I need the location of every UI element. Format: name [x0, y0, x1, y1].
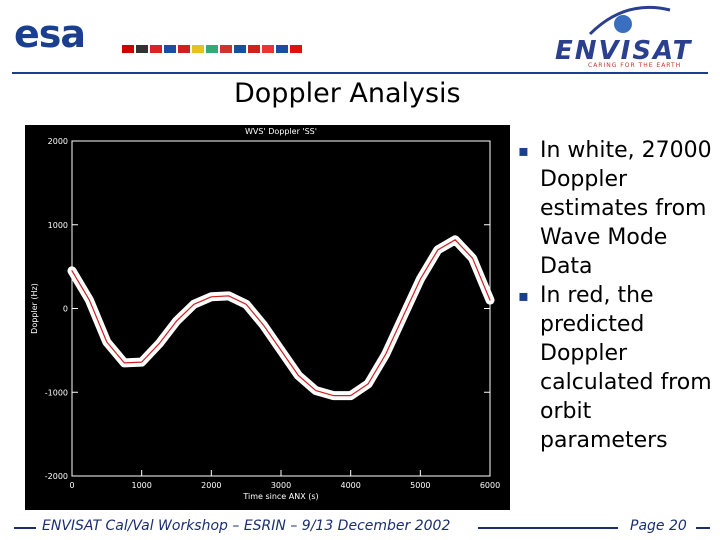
footer-text: ENVISAT Cal/Val Workshop – ESRIN – 9/13 …: [42, 518, 451, 534]
tagline: CARING FOR THE EARTH: [588, 62, 682, 69]
y-tick-label: -1000: [45, 388, 68, 397]
y-tick-label: 1000: [48, 221, 68, 230]
y-tick-label: 2000: [48, 137, 68, 146]
bullet-list: In white, 27000 Doppler estimates from W…: [518, 136, 718, 455]
x-tick-label: 3000: [271, 481, 291, 490]
plot-background: [25, 125, 510, 510]
footer-rule: [478, 527, 618, 529]
chart-title: WVS' Doppler 'SS': [245, 127, 317, 136]
footer-rule: [14, 527, 36, 529]
footer-rule: [696, 527, 710, 529]
envisat-swoosh: [588, 5, 671, 36]
x-tick-label: 0: [69, 481, 74, 490]
x-tick-label: 1000: [131, 481, 151, 490]
bullet: In white, 27000 Doppler estimates from W…: [518, 136, 718, 281]
esa-logo: esa: [14, 12, 86, 56]
x-tick-label: 4000: [340, 481, 360, 490]
predicted-doppler: [71, 239, 491, 397]
chart: WVS' Doppler 'SS' Time since ANX (s) Doppl…: [25, 125, 510, 510]
x-axis-label: Time since ANX (s): [242, 492, 318, 501]
page-number: Page 20: [630, 518, 687, 534]
y-tick-label: 0: [63, 305, 68, 314]
y-axis-label: Doppler (Hz): [30, 283, 39, 334]
envisat-logo: ENVISAT: [555, 36, 693, 66]
bullet: In red, the predicted Doppler calculated…: [518, 281, 718, 455]
x-tick-label: 2000: [201, 481, 221, 490]
y-tick-label: -2000: [45, 472, 68, 481]
flags: [122, 44, 308, 54]
x-tick-label: 6000: [480, 481, 500, 490]
header-rule: [12, 72, 708, 74]
x-tick-label: 5000: [410, 481, 430, 490]
slide-title: Doppler Analysis: [234, 78, 461, 109]
